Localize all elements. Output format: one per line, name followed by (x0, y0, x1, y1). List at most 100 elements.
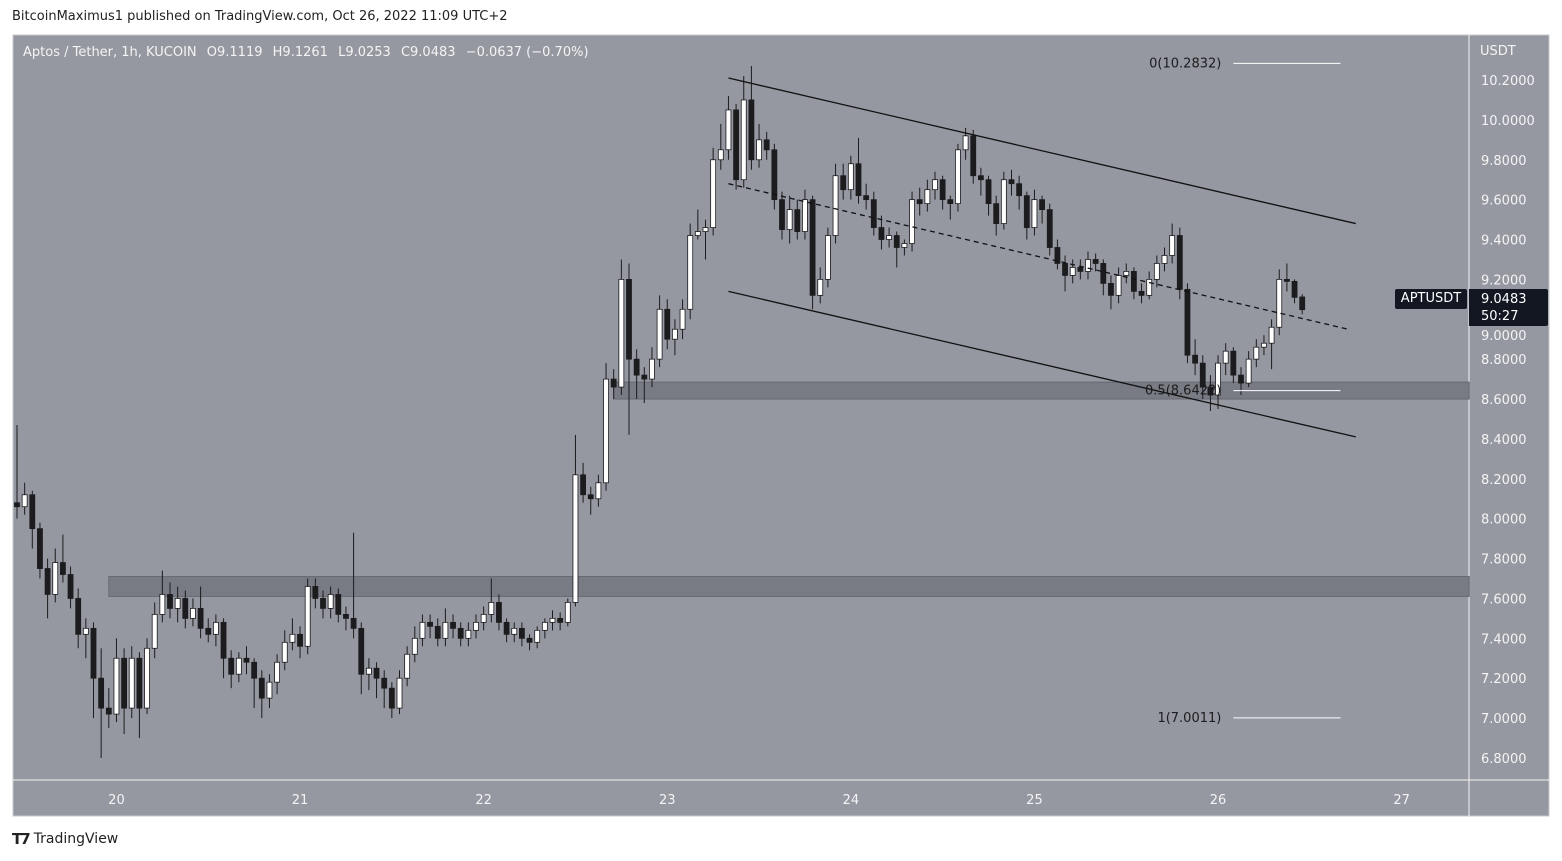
candle-up (702, 227, 709, 232)
candle-down (870, 199, 877, 228)
tradingview-logo-icon: T7 (12, 830, 31, 848)
candle-down (67, 574, 74, 599)
chart-frame (12, 34, 1550, 817)
candle-up (534, 629, 541, 643)
candle-up (909, 199, 915, 244)
candle-up (190, 608, 196, 619)
candle-down (855, 163, 862, 197)
channel-upper-trendline (728, 77, 1356, 225)
candle-up (541, 621, 548, 631)
candle-up (603, 378, 609, 484)
legend-high: 9.1261 (282, 45, 328, 60)
candle-down (947, 199, 954, 205)
candle-up (802, 199, 808, 232)
candle-down (312, 586, 319, 599)
candle-down (251, 661, 258, 679)
last-price-tag: 9.0483 50:27 (1469, 289, 1548, 326)
price-tick-label: 6.8000 (1481, 752, 1527, 767)
candle-up (480, 613, 487, 623)
candle-down (748, 99, 755, 161)
candle-up (1215, 362, 1221, 396)
candle-up (1153, 263, 1160, 280)
candle-down (450, 621, 456, 629)
candle-down (1092, 259, 1099, 264)
candle-up (572, 474, 579, 603)
candle-up (21, 494, 28, 508)
candle-up (1123, 271, 1130, 276)
candle-down (197, 608, 204, 629)
time-tick-label: 26 (1210, 793, 1227, 808)
candle-down (167, 594, 173, 609)
candle-up (159, 594, 166, 615)
candle-up (717, 149, 724, 161)
candle-down (733, 109, 739, 181)
candle-up (725, 109, 732, 151)
candle-down (1138, 290, 1145, 296)
candle-up (901, 243, 908, 248)
candle-up (1085, 259, 1091, 272)
candle-up (52, 562, 59, 595)
candle-down (878, 227, 885, 240)
candle-down (1016, 183, 1023, 197)
bar-countdown: 50:27 (1481, 309, 1519, 324)
price-tick-label: 8.4000 (1481, 433, 1527, 448)
candle-up (304, 586, 311, 647)
price-tick-label: 9.6000 (1481, 194, 1527, 209)
legend-close-label: C (400, 45, 411, 60)
candle-up (1253, 346, 1260, 360)
price-tick-label: 9.4000 (1481, 234, 1527, 249)
candle-up (740, 99, 747, 181)
candle-down (358, 627, 365, 675)
time-tick-label: 24 (843, 793, 860, 808)
candle-down (978, 175, 984, 181)
candle-down (1077, 267, 1084, 272)
candle-down (75, 598, 82, 635)
candle-down (1184, 288, 1191, 356)
candle-down (1230, 350, 1237, 376)
candle-up (786, 209, 793, 230)
candle-up (694, 231, 701, 236)
legend-low-label: L (338, 45, 346, 60)
legend-close: 9.0483 (410, 45, 456, 60)
candle-up (710, 159, 717, 228)
candle-up (473, 621, 479, 631)
candle-down (243, 657, 250, 663)
candle-down (14, 502, 20, 508)
candle-up (212, 621, 219, 635)
candle-down (1023, 195, 1030, 228)
legend-symbol: Aptos / Tether, 1h, KUCOIN (23, 45, 197, 60)
candle-up (1169, 235, 1176, 256)
candle-up (365, 667, 372, 675)
candle-up (656, 308, 663, 360)
candle-down (1176, 235, 1183, 290)
candle-down (1008, 179, 1015, 185)
candle-up (404, 653, 411, 679)
candle-up (1146, 278, 1153, 296)
time-tick-label: 20 (108, 793, 125, 808)
candle-down (580, 474, 586, 496)
candle-down (1199, 362, 1206, 388)
candle-up (1245, 358, 1252, 384)
candle-down (228, 657, 235, 675)
candle-down (771, 149, 778, 201)
time-tick-label: 25 (1026, 793, 1043, 808)
candle-down (121, 657, 127, 709)
candle-up (955, 149, 961, 205)
price-tick-label: 8.0000 (1481, 513, 1527, 528)
price-tick-label: 8.6000 (1481, 393, 1527, 408)
fib-level-label: 0.5(8.6422) (1145, 384, 1221, 399)
price-tick-label: 9.2000 (1481, 273, 1527, 288)
candle-down (557, 617, 564, 623)
candle-down (496, 602, 502, 623)
candle-up (549, 617, 556, 623)
candle-down (587, 494, 594, 500)
candle-down (1238, 374, 1244, 384)
candle-down (633, 358, 640, 376)
candle-up (847, 163, 854, 191)
tradingview-brand[interactable]: T7 TradingView (12, 830, 118, 848)
candle-down (1054, 247, 1061, 264)
candle-down (1100, 263, 1107, 284)
candle-up (1268, 326, 1275, 344)
candle-up (327, 594, 334, 609)
